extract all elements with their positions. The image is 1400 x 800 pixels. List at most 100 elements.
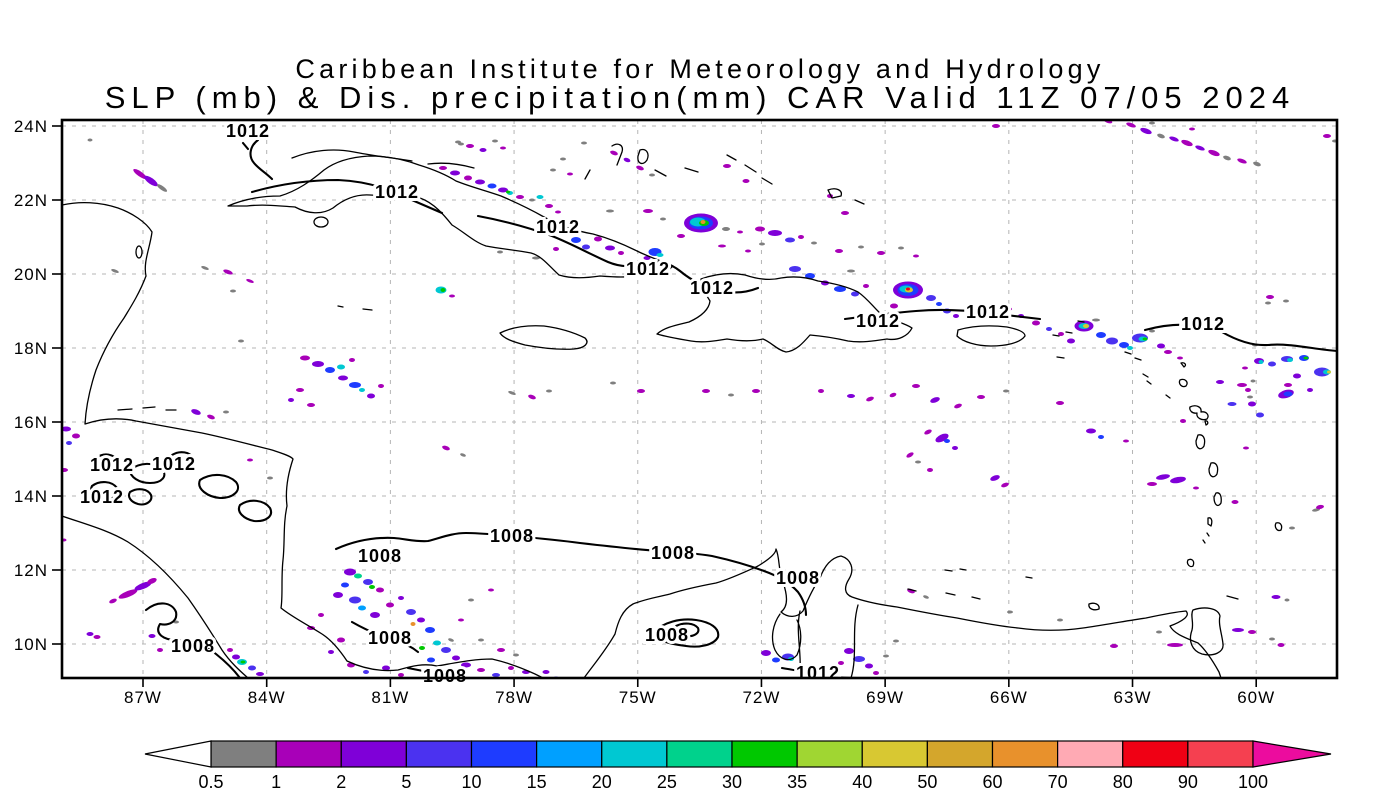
precip-cell xyxy=(1126,122,1136,128)
precip-cell xyxy=(529,198,535,202)
precip-cell xyxy=(1289,526,1295,530)
colorbar-box xyxy=(536,740,603,768)
precip-cell xyxy=(338,375,348,381)
precip-cell xyxy=(288,398,294,402)
coastline-cozumel xyxy=(135,245,143,259)
precip-cell xyxy=(62,426,71,432)
precip-cell xyxy=(912,384,920,388)
precip-cell xyxy=(1265,301,1271,305)
precip-cell xyxy=(497,648,505,652)
precip-cell xyxy=(72,433,80,439)
precip-cell xyxy=(844,648,854,654)
precip-cell xyxy=(1271,595,1281,599)
precip-cell xyxy=(1156,474,1170,480)
precip-cell xyxy=(201,266,209,270)
precip-cell xyxy=(906,452,914,458)
precip-cell xyxy=(1245,388,1251,392)
precip-cell xyxy=(700,220,706,224)
colorbar-box xyxy=(210,740,277,768)
colorbar-tick-label: 25 xyxy=(657,772,677,792)
precip-cell xyxy=(230,289,236,293)
precip-cell xyxy=(344,568,356,576)
precip-cell xyxy=(1243,446,1249,450)
precip-cell xyxy=(1323,134,1331,138)
precip-cell xyxy=(1248,630,1256,634)
lat-label: 24N xyxy=(14,117,48,136)
precip-cell xyxy=(877,251,885,255)
precip-cell xyxy=(930,397,940,403)
colorbar-box xyxy=(601,740,668,768)
precip-cell xyxy=(1123,439,1129,443)
isobar-1012-honduras-loops xyxy=(90,451,273,523)
precip-cell xyxy=(452,655,460,661)
precip-cell xyxy=(1086,428,1096,434)
precip-cell xyxy=(410,622,416,626)
precip-cell xyxy=(567,172,573,176)
isobar-1012-northwest-hook xyxy=(241,138,274,181)
precip-cell xyxy=(1119,342,1129,348)
precip-cell xyxy=(464,175,472,181)
precip-cell xyxy=(990,475,1000,481)
precip-cell xyxy=(805,273,815,279)
isobar-label: 1008 xyxy=(423,666,467,686)
isobar-1008-nicaragua xyxy=(144,602,242,678)
precip-cell xyxy=(458,618,464,622)
lat-label: 14N xyxy=(14,487,48,506)
precip-cell xyxy=(376,587,384,593)
precip-cell xyxy=(927,468,933,472)
colorbar-box xyxy=(796,740,863,768)
isobar-1008-colombia-loops xyxy=(652,618,720,648)
precip-cell xyxy=(755,226,765,232)
precip-cell xyxy=(134,581,152,591)
precip-cell xyxy=(1231,500,1239,504)
precip-cell xyxy=(325,367,335,373)
precip-cell xyxy=(1156,630,1162,634)
isobar-1008-panama xyxy=(350,620,469,678)
precip-cell xyxy=(477,668,485,672)
precip-cell xyxy=(1127,346,1133,350)
precip-cell xyxy=(1237,158,1247,164)
precip-cell xyxy=(506,190,510,194)
precip-cell xyxy=(858,245,864,249)
precip-cell xyxy=(1307,388,1313,392)
precip-cell xyxy=(256,672,264,676)
coastline-cuba xyxy=(227,155,674,279)
precip-cell xyxy=(865,663,873,669)
colorbar-tick-label: 40 xyxy=(852,772,872,792)
colorbar-box xyxy=(731,740,798,768)
precip-cell xyxy=(1237,383,1247,387)
precip-cell xyxy=(450,170,460,176)
colorbar-tick-label: 50 xyxy=(917,772,937,792)
precip-cell xyxy=(926,295,936,301)
precip-cell xyxy=(1258,360,1264,364)
isobar-label: 1012 xyxy=(796,663,840,683)
precip-cell xyxy=(915,460,921,464)
precip-cell xyxy=(863,284,869,288)
contour-labels: 1012 1012 1012 1012 1012 1012 1012 1012 1012 1012… xyxy=(77,118,1227,689)
isobar-1012-hispaniola xyxy=(843,308,1042,321)
precip-cell xyxy=(1250,379,1256,383)
isobar-label: 1008 xyxy=(358,546,402,566)
precip-cell xyxy=(223,269,233,275)
precip-cell xyxy=(890,303,898,309)
isobar-1012-east-atlantic xyxy=(1143,323,1337,353)
precip-cell xyxy=(606,209,614,213)
isobar-label: 1012 xyxy=(80,487,124,507)
colorbar-box xyxy=(1057,740,1124,768)
precip-cell xyxy=(745,249,751,253)
isobar-label: 1012 xyxy=(536,217,580,237)
axis-ticks-and-labels: 24N 22N 20N 18N 16N 14N 12N 10N 87W 84W 81W 78W 75W 7… xyxy=(14,117,1274,707)
precip-cell xyxy=(508,391,516,395)
precip-cell xyxy=(492,139,498,143)
precip-cell xyxy=(1058,332,1064,336)
precip-cell xyxy=(623,157,631,163)
lon-label: 78W xyxy=(495,688,533,707)
precip-cell xyxy=(737,230,743,234)
precip-cell xyxy=(240,660,246,664)
coastline-trinidad xyxy=(1189,607,1224,656)
precip-cell xyxy=(1253,161,1261,167)
precip-cell xyxy=(546,389,552,393)
colorbar-box xyxy=(340,740,407,768)
precip-cell xyxy=(247,458,253,462)
isobar-label: 1012 xyxy=(856,311,900,331)
